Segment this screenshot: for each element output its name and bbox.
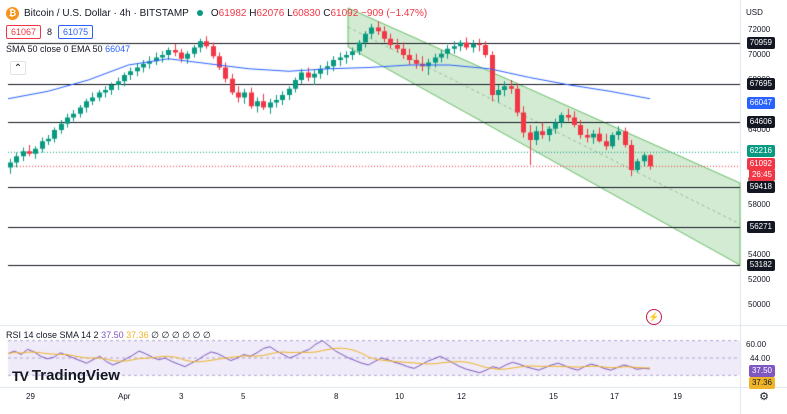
- rsi-tick-44: 44.00: [750, 354, 771, 363]
- market-status-icon: [196, 10, 203, 16]
- level-tag: 59418: [746, 181, 775, 194]
- price-tick: 64000: [748, 125, 771, 134]
- buy-button[interactable]: 61075: [58, 25, 94, 39]
- price-tick: 58000: [748, 200, 771, 209]
- trade-buttons: 61067 8 61075: [6, 25, 94, 39]
- rsi-tick-60: 60.00: [746, 340, 767, 349]
- time-tick: 8: [334, 392, 339, 401]
- sma-value: 66047: [105, 44, 131, 54]
- gear-icon[interactable]: ⚙: [759, 391, 769, 403]
- indicator-legend[interactable]: SMA 50 close 0 EMA 50 66047: [6, 44, 131, 54]
- price-tick: 70000: [748, 50, 771, 59]
- time-tick: 5: [241, 392, 246, 401]
- sell-button[interactable]: 61067: [6, 25, 42, 39]
- lightning-icon[interactable]: ⚡: [646, 309, 662, 325]
- price-tick: 52000: [748, 275, 771, 284]
- time-tick: 10: [395, 392, 404, 401]
- rsi-tag: 37.50: [748, 365, 775, 377]
- symbol-legend[interactable]: ₿ Bitcoin / U.S. Dollar · 4h · BITSTAMP …: [6, 5, 427, 21]
- rsi-value: 37.50: [101, 330, 124, 340]
- time-tick: Apr: [118, 392, 131, 401]
- ohlc-values: O61982 H62076 L60830 C61092 −909 (−1.47%…: [210, 7, 428, 19]
- rsi-sma-value: 37.36: [126, 330, 149, 340]
- tradingview-logo[interactable]: TV TradingView: [12, 367, 120, 384]
- rsi-legend[interactable]: RSI 14 close SMA 14 2 37.50 37.36 ∅ ∅ ∅ …: [6, 330, 211, 340]
- countdown-tag: 26:45: [748, 169, 775, 181]
- price-tick: 54000: [748, 250, 771, 259]
- time-tick: 17: [610, 392, 619, 401]
- time-tick: 29: [26, 392, 35, 401]
- level-tag: 67695: [746, 77, 775, 90]
- level-tag: 53182: [746, 259, 775, 272]
- spread-value: 8: [47, 27, 53, 37]
- price-tick: 50000: [748, 300, 771, 309]
- time-tick: 3: [179, 392, 184, 401]
- price-tick: 72000: [748, 25, 771, 34]
- time-tick: 12: [457, 392, 466, 401]
- level-tag: 70959: [746, 37, 775, 49]
- collapse-legend-button[interactable]: ⌃: [10, 61, 26, 75]
- time-tick: 19: [673, 392, 682, 401]
- currency-label[interactable]: USD: [746, 8, 763, 17]
- last-price-tag: 61092: [746, 158, 775, 170]
- time-tick: 15: [549, 392, 558, 401]
- rsi-sma-tag: 37.36: [748, 377, 775, 389]
- symbol-title: Bitcoin / U.S. Dollar · 4h · BITSTAMP: [24, 7, 189, 19]
- tradingview-icon: TV: [12, 367, 29, 384]
- level-tag: 56271: [746, 220, 775, 233]
- level-tag: 64606: [746, 116, 775, 129]
- bitcoin-icon: ₿: [6, 6, 19, 20]
- sma-tag: 66047: [746, 97, 775, 109]
- ema-tag: 62216: [746, 145, 775, 157]
